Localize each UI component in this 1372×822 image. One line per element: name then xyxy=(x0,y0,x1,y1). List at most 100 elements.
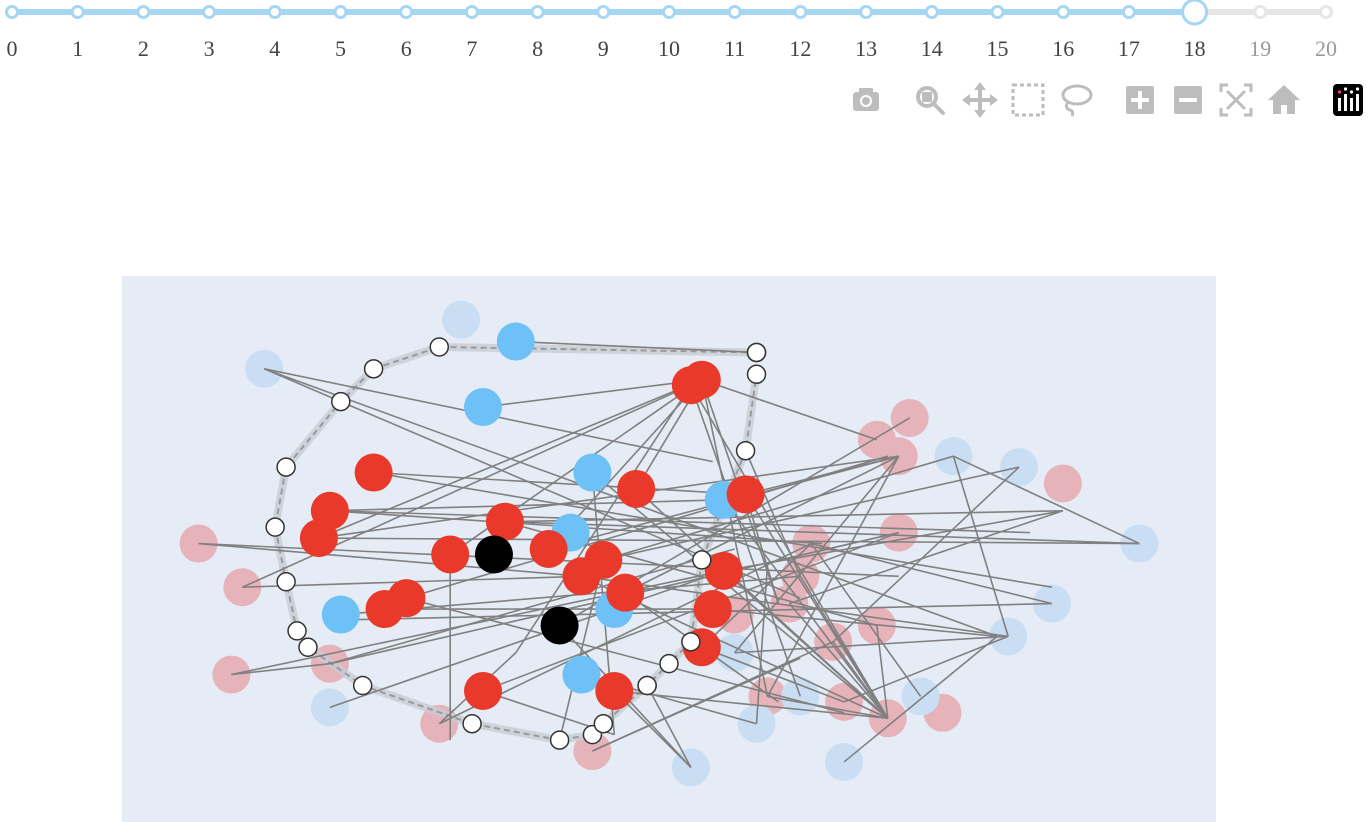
red-node[interactable] xyxy=(617,469,656,508)
black-node[interactable] xyxy=(474,535,513,574)
network-plot[interactable] xyxy=(0,130,1372,822)
red-node[interactable] xyxy=(529,530,568,568)
slider-step-17[interactable] xyxy=(1121,5,1136,19)
edge xyxy=(373,471,1053,589)
edge xyxy=(701,646,845,703)
path-marker[interactable] xyxy=(276,457,296,477)
slider-step-12[interactable] xyxy=(793,5,808,19)
slider-step-3[interactable] xyxy=(202,5,217,19)
path-marker[interactable] xyxy=(549,730,570,750)
edge xyxy=(843,635,1009,703)
path-marker[interactable] xyxy=(593,713,614,734)
slider-handle[interactable] xyxy=(1181,0,1209,26)
edge xyxy=(712,608,998,638)
path-marker[interactable] xyxy=(363,359,384,379)
path-marker[interactable] xyxy=(681,632,701,652)
pan-icon[interactable] xyxy=(960,78,1000,122)
faded-blue-node xyxy=(442,300,481,339)
path-marker[interactable] xyxy=(429,337,450,357)
zoom-out-icon[interactable] xyxy=(1168,78,1208,122)
blue-node[interactable] xyxy=(562,655,601,694)
slider-ticks[interactable] xyxy=(5,0,1333,26)
red-node[interactable] xyxy=(354,453,393,492)
slider-step-11[interactable] xyxy=(727,5,742,19)
red-node[interactable] xyxy=(693,590,732,629)
red-node[interactable] xyxy=(299,519,338,558)
red-node[interactable] xyxy=(584,540,623,579)
slider-step-9[interactable] xyxy=(596,5,611,19)
edge xyxy=(614,690,888,720)
path-marker[interactable] xyxy=(352,675,373,696)
path-marker[interactable] xyxy=(287,621,307,641)
slider-step-6[interactable] xyxy=(399,5,414,19)
edge xyxy=(198,542,582,578)
path-marker[interactable] xyxy=(462,713,482,734)
slider-step-16[interactable] xyxy=(1056,5,1071,19)
edge xyxy=(755,565,769,724)
slider-step-14[interactable] xyxy=(924,5,939,19)
slider-step-5[interactable] xyxy=(333,5,348,19)
box-select-icon[interactable] xyxy=(1008,78,1048,122)
red-node[interactable] xyxy=(682,360,721,399)
path-marker[interactable] xyxy=(637,675,657,696)
red-node[interactable] xyxy=(431,535,470,574)
slider-label-7: 7 xyxy=(466,36,477,61)
slider-label-12: 12 xyxy=(789,36,811,61)
plot-area[interactable] xyxy=(122,276,1216,822)
edge xyxy=(646,685,692,768)
path-marker[interactable] xyxy=(298,637,318,658)
red-node[interactable] xyxy=(606,573,645,612)
path-markers[interactable] xyxy=(265,337,767,750)
path-marker[interactable] xyxy=(735,440,756,461)
lasso-icon[interactable] xyxy=(1056,78,1096,122)
blue-node[interactable] xyxy=(464,388,503,427)
slider-step-2[interactable] xyxy=(136,5,151,19)
red-node[interactable] xyxy=(485,502,524,541)
modebar xyxy=(840,78,1372,124)
slider-step-1[interactable] xyxy=(70,5,85,19)
active-nodes[interactable] xyxy=(299,322,765,710)
autoscale-icon[interactable] xyxy=(1216,78,1256,122)
zoom-icon[interactable] xyxy=(910,78,950,122)
frame-slider[interactable]: 0 1 2 3 4 5 6 7 8 9 10 11 12 13 14 15 16 17 18 19 20 xyxy=(0,0,1372,70)
slider-step-13[interactable] xyxy=(859,5,874,19)
blue-node[interactable] xyxy=(573,453,612,492)
slider-label-2: 2 xyxy=(138,36,149,61)
edge xyxy=(603,466,1020,561)
red-node[interactable] xyxy=(704,551,743,590)
slider-step-10[interactable] xyxy=(662,5,676,19)
edge xyxy=(515,340,757,354)
zoom-in-icon[interactable] xyxy=(1120,78,1160,122)
red-node[interactable] xyxy=(387,579,426,618)
path-marker[interactable] xyxy=(692,550,712,570)
slider-step-0[interactable] xyxy=(5,5,19,19)
slider-label-3: 3 xyxy=(204,36,215,61)
red-node[interactable] xyxy=(595,671,634,710)
edge xyxy=(832,641,889,719)
slider-label-13: 13 xyxy=(855,36,877,61)
slider-step-7[interactable] xyxy=(464,5,479,19)
slider-step-4[interactable] xyxy=(267,5,282,19)
blue-node[interactable] xyxy=(321,595,360,634)
black-node[interactable] xyxy=(540,606,579,645)
plotly-logo-icon[interactable] xyxy=(1328,78,1368,122)
path-marker[interactable] xyxy=(265,517,285,537)
path-marker[interactable] xyxy=(276,572,296,592)
slider-step-15[interactable] xyxy=(990,5,1005,19)
path-marker[interactable] xyxy=(746,342,767,363)
edge xyxy=(744,450,802,577)
slider-step-20[interactable] xyxy=(1319,5,1333,19)
camera-icon[interactable] xyxy=(846,78,886,122)
red-node[interactable] xyxy=(726,475,765,514)
slider-step-19[interactable] xyxy=(1253,5,1268,19)
slider-label-1: 1 xyxy=(72,36,83,61)
edge xyxy=(329,570,724,709)
edge xyxy=(723,570,889,719)
path-marker[interactable] xyxy=(659,653,679,674)
slider-step-8[interactable] xyxy=(530,5,545,19)
path-marker[interactable] xyxy=(746,364,767,385)
path-marker[interactable] xyxy=(331,391,351,412)
red-node[interactable] xyxy=(464,671,503,710)
blue-node[interactable] xyxy=(496,322,535,361)
reset-axes-icon[interactable] xyxy=(1264,78,1304,122)
